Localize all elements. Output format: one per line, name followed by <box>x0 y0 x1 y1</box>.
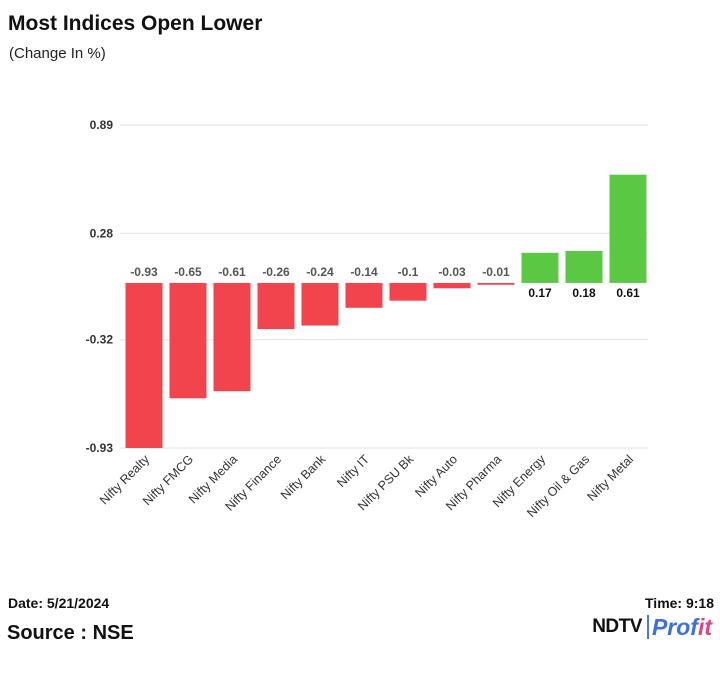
bar <box>301 282 339 326</box>
data-label: -0.14 <box>350 265 378 279</box>
data-label: -0.01 <box>482 265 510 279</box>
chart-subtitle: (Change In %) <box>9 45 106 62</box>
y-tick-label: -0.32 <box>86 333 114 347</box>
x-tick-label: Nifty Bank <box>278 452 329 503</box>
y-tick-label: -0.93 <box>86 441 114 455</box>
bar <box>345 282 383 308</box>
chart-title: Most Indices Open Lower <box>8 12 263 35</box>
logo-ndtv-text: NDTV <box>592 616 642 637</box>
bar <box>433 282 471 289</box>
data-label: -0.26 <box>262 265 290 279</box>
bar <box>477 282 515 285</box>
data-label: -0.61 <box>218 265 246 279</box>
bar <box>565 251 603 283</box>
source-label: Source : NSE <box>7 622 134 644</box>
date-label: Date: 5/21/2024 <box>8 595 110 611</box>
data-label: 0.18 <box>572 286 596 300</box>
bar <box>389 282 427 301</box>
bar <box>213 282 251 392</box>
ndtv-profit-logo: NDTV Profit <box>592 612 712 642</box>
bar <box>257 282 295 330</box>
bar <box>521 252 559 283</box>
time-label: Time: 9:18 <box>645 595 714 611</box>
bar <box>169 282 207 399</box>
bar <box>125 282 163 448</box>
data-label: -0.93 <box>130 265 158 279</box>
bar <box>609 174 647 283</box>
logo-divider <box>646 615 649 639</box>
data-label: -0.03 <box>438 265 466 279</box>
logo-profit-text: Profit <box>651 613 712 640</box>
y-tick-label: 0.89 <box>90 118 114 132</box>
y-tick-label: 0.28 <box>90 226 114 240</box>
x-tick-label: Nifty IT <box>334 452 372 490</box>
data-label: -0.65 <box>174 265 202 279</box>
data-label: 0.17 <box>528 286 552 300</box>
x-tick-label: Nifty Metal <box>584 452 636 504</box>
data-label: -0.24 <box>306 265 334 279</box>
data-label: -0.1 <box>398 265 419 279</box>
data-label: 0.61 <box>616 286 640 300</box>
